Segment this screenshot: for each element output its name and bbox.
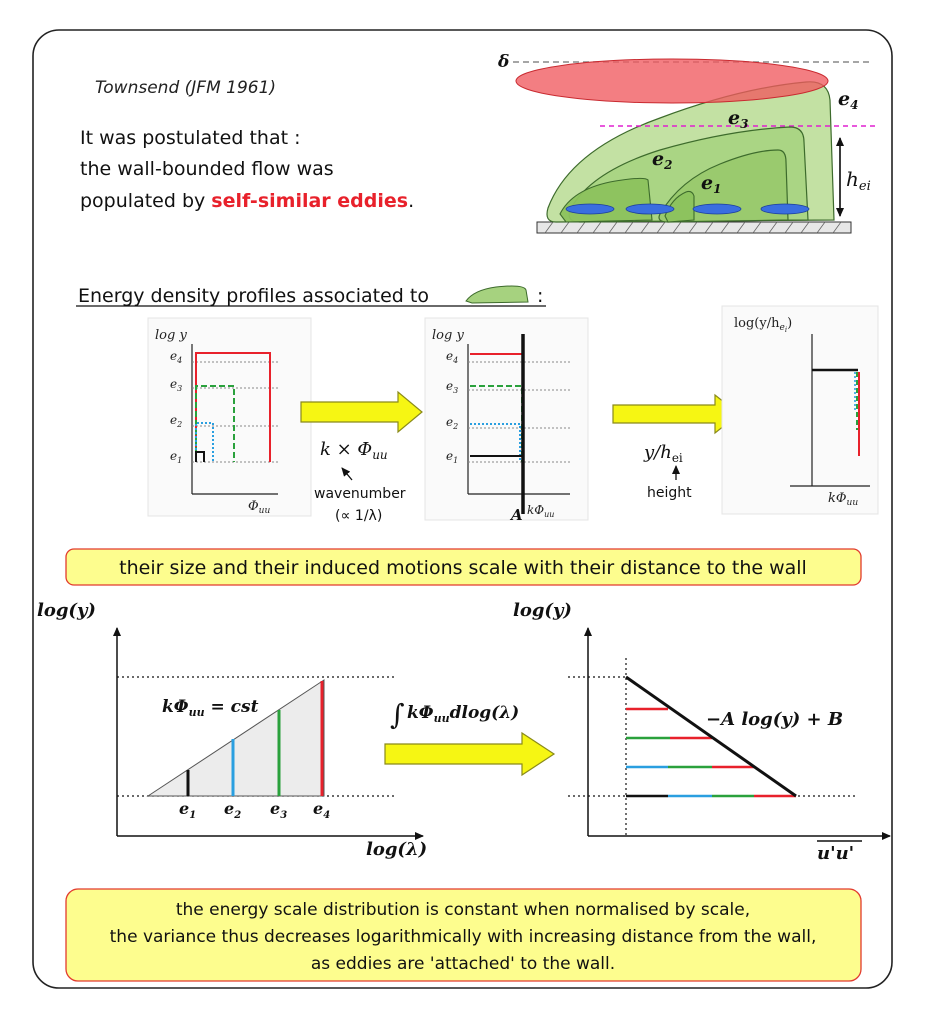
citation: Townsend (JFM 1961) (95, 78, 276, 98)
left-tick-e3: e3 (270, 799, 287, 821)
spectrum-chart: log(y) kΦuu = cst e1 e2 e3 e4 log(λ) (37, 600, 427, 860)
footprint-1 (565, 203, 615, 215)
left-tick-e1: e1 (179, 799, 196, 821)
banner-scale-text: their size and their induced motions sca… (119, 557, 807, 579)
conclusion-line-3: as eddies are 'attached' to the wall. (311, 954, 615, 974)
arrow3-formula: kΦuudlog(λ) (407, 703, 519, 725)
section-title: Energy density profiles associated to (78, 285, 429, 307)
left-tick-e2: e2 (224, 799, 241, 821)
panel2-marker-A: A (509, 506, 523, 524)
arrow-1 (300, 390, 423, 434)
panel2-ylabel: log y (432, 328, 464, 343)
profile-panel-2: log y e4 e3 e2 e1 A kΦuu (424, 317, 589, 524)
left-tick-e4: e4 (313, 799, 330, 821)
wall-hatching (544, 221, 842, 234)
postulate-line-3: populated by self-similar eddies. (80, 190, 414, 212)
footprint-2 (625, 203, 675, 215)
arrow-2 (612, 393, 740, 435)
eddy-shape-icon (465, 285, 529, 304)
footprint-4 (760, 203, 810, 215)
arrow-3 (384, 731, 556, 777)
banner-conclusion-box (65, 888, 862, 982)
right-log-law-label: −A log(y) + B (706, 709, 843, 730)
right-chart-xlabel: u'u' (817, 843, 854, 864)
panel3-xlabel: kΦuu (828, 491, 858, 508)
postulate-line-2: the wall-bounded flow was (80, 158, 334, 180)
footprint-3 (692, 203, 742, 215)
left-chart-xlabel: log(λ) (366, 839, 427, 860)
eddy-sketch: δ e4 (497, 52, 876, 234)
self-similar-eddies-highlight: self-similar eddies (211, 190, 408, 212)
right-log-law-line (625, 675, 797, 798)
profile-panel-3: log(y/hei) kΦuu (721, 305, 879, 515)
profile-panel-1: log y e4 e3 e2 e1 Φuu (147, 317, 312, 517)
section-title-colon: : (537, 285, 543, 307)
arrow1-note-1: wavenumber (314, 486, 406, 502)
delta-label: δ (497, 52, 509, 72)
arrow2-note: height (647, 485, 692, 501)
eddy-label-e3: e3 (728, 107, 748, 131)
panel1-ylabel: log y (155, 328, 187, 343)
postulate-line-1: It was postulated that : (80, 127, 300, 149)
eddy-label-e2: e2 (652, 148, 672, 172)
panel1-profile-e1 (195, 451, 205, 462)
left-chart-ylabel: log(y) (37, 600, 96, 621)
conclusion-line-1: the energy scale distribution is constan… (176, 900, 750, 920)
variance-chart: log(y) −A log(y) + B u'u' (513, 600, 891, 864)
eddy-e1-b (664, 190, 695, 223)
arrow1-pointer (341, 467, 353, 481)
slide-frame (32, 29, 893, 989)
height-label: hei (846, 167, 871, 194)
panel2-xlabel: kΦuu (527, 503, 554, 519)
arrow2-formula: y/hei (643, 442, 683, 465)
panel1-xlabel: Φuu (248, 499, 270, 516)
panel2-profile-e2 (470, 423, 521, 462)
eddy-label-e1: e1 (701, 172, 721, 196)
banner-scale-box (65, 548, 862, 586)
outer-region-ellipse (515, 58, 829, 104)
panel3-ylabel: log(y/hei) (734, 316, 792, 334)
right-chart-ylabel: log(y) (513, 600, 572, 621)
arrow1-note-2: (∝ 1/λ) (335, 508, 382, 524)
conclusion-line-2: the variance thus decreases logarithmica… (110, 927, 817, 947)
eddy-label-e4: e4 (838, 88, 858, 112)
arrow3-integral: ∫ (390, 698, 405, 731)
left-annotation: kΦuu = cst (162, 697, 259, 719)
arrow1-formula: k × Φuu (320, 439, 388, 462)
